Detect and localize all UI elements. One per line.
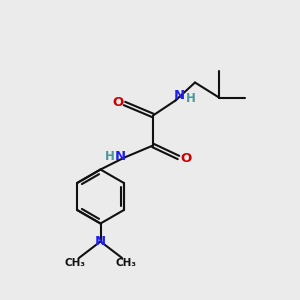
Text: O: O [180, 152, 192, 165]
Text: CH₃: CH₃ [115, 258, 136, 268]
Text: CH₃: CH₃ [65, 258, 86, 268]
Text: H: H [105, 149, 115, 163]
Text: N: N [174, 88, 185, 102]
Text: N: N [115, 149, 126, 163]
Text: H: H [186, 92, 195, 105]
Text: O: O [112, 95, 124, 109]
Text: N: N [95, 235, 106, 248]
